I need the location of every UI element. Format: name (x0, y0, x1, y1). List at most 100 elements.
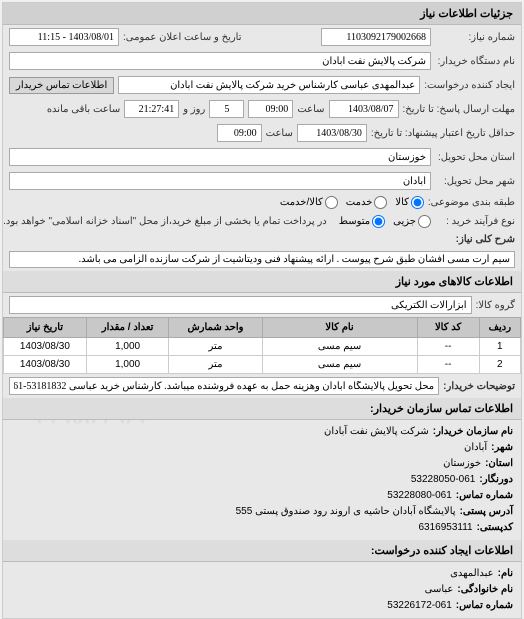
phone2-label: شماره تماس: (456, 598, 513, 614)
creator-section-title: اطلاعات ایجاد کننده درخواست: (3, 540, 521, 562)
table-cell: 1403/08/30 (4, 356, 87, 374)
phone-value: 53228080-061 (387, 488, 452, 504)
buyer-notes-input[interactable] (9, 377, 439, 395)
row-creator: ایجاد کننده درخواست: اطلاعات تماس خریدار (3, 73, 521, 97)
creator-input[interactable] (118, 76, 420, 94)
table-header: ردیف (479, 318, 520, 338)
table-cell: متر (169, 356, 262, 374)
province2-value: خوزستان (443, 456, 481, 472)
table-cell: سیم مسی (262, 356, 417, 374)
public-datetime-input[interactable] (9, 28, 119, 46)
response-deadline-label: مهلت ارسال پاسخ: تا تاریخ: (403, 104, 515, 115)
row-buyer-notes: توضیحات خریدار: (3, 374, 521, 398)
response-date-input[interactable] (329, 100, 399, 118)
family-label: نام خانوادگی: (457, 582, 513, 598)
table-row: 1--سیم مسیمتر1,0001403/08/30 (4, 338, 521, 356)
table-cell: -- (417, 338, 479, 356)
purchase-type-label: نوع فرآیند خرید : (435, 216, 515, 227)
row-category: طبقه بندی موضوعی: کالا خدمت کالا/خدمت (3, 193, 521, 212)
name-label: نام: (498, 566, 513, 582)
table-header: واحد شمارش (169, 318, 262, 338)
name-value: عبدالمهدی (450, 566, 494, 582)
table-cell: -- (417, 356, 479, 374)
payment-note: در پرداخت تمام یا بخشی از مبلغ خرید،از م… (3, 216, 327, 227)
radio-kala-khadamat[interactable]: کالا/خدمت (280, 196, 338, 209)
row-response-deadline: مهلت ارسال پاسخ: تا تاریخ: ساعت روز و سا… (3, 97, 521, 121)
category-label: طبقه بندی موضوعی: (428, 197, 515, 208)
province-label: استان محل تحویل: (435, 152, 515, 163)
fax-value: 53228050-061 (411, 472, 476, 488)
time-remain-input[interactable] (124, 100, 179, 118)
desc-input[interactable] (9, 251, 515, 268)
contact-button[interactable]: اطلاعات تماس خریدار (9, 77, 114, 94)
buyer-org-input[interactable] (9, 52, 431, 70)
postal-value: 6316953111 (418, 520, 472, 536)
goods-group-label: گروه کالا: (476, 300, 515, 311)
row-request-no: شماره نیاز: تاریخ و ساعت اعلان عمومی: (3, 25, 521, 49)
public-datetime-label: تاریخ و ساعت اعلان عمومی: (123, 32, 242, 43)
postal-label: کدپستی: (477, 520, 513, 536)
table-cell: 2 (479, 356, 520, 374)
goods-group-input[interactable] (9, 296, 472, 314)
desc-label: شرح کلی نیاز: (9, 234, 515, 245)
purchase-type-radio-group: جزیی متوسط (339, 215, 431, 228)
table-row: 2--سیم مسیمتر1,0001403/08/30 (4, 356, 521, 374)
city2-value: آبادان (464, 440, 487, 456)
response-time-input[interactable] (248, 100, 293, 118)
main-panel: جزئیات اطلاعات نیاز شماره نیاز: تاریخ و … (2, 2, 522, 619)
table-cell: 1,000 (86, 338, 169, 356)
table-cell: 1,000 (86, 356, 169, 374)
table-header: کد کالا (417, 318, 479, 338)
row-city: شهر محل تحویل: (3, 169, 521, 193)
credit-date-input[interactable] (297, 124, 367, 142)
panel-header: جزئیات اطلاعات نیاز (3, 3, 521, 25)
days-label: روز و (183, 104, 205, 115)
table-header-row: ردیفکد کالانام کالاواحد شمارشتعداد / مقد… (4, 318, 521, 338)
buyer-org-label: نام دستگاه خریدار: (435, 56, 515, 67)
org-name-label: نام سازمان خریدار: (433, 424, 513, 440)
contact-info: نام سازمان خریدار:شرکت پالایش نفت آبادان… (3, 420, 521, 540)
radio-jozi[interactable]: جزیی (393, 215, 431, 228)
credit-time-input[interactable] (217, 124, 262, 142)
table-header: تعداد / مقدار (86, 318, 169, 338)
city-label: شهر محل تحویل: (435, 176, 515, 187)
request-no-label: شماره نیاز: (435, 32, 515, 43)
row-buyer-org: نام دستگاه خریدار: (3, 49, 521, 73)
radio-khadamat[interactable]: خدمت (346, 196, 388, 209)
province2-label: استان: (485, 456, 513, 472)
row-credit-deadline: حداقل تاریخ اعتبار پیشنهاد: تا تاریخ: سا… (3, 121, 521, 145)
time-label-2: ساعت (266, 128, 293, 139)
table-cell: 1403/08/30 (4, 338, 87, 356)
table-body: 1--سیم مسیمتر1,0001403/08/302--سیم مسیمت… (4, 338, 521, 374)
creator-label: ایجاد کننده درخواست: (424, 80, 515, 91)
request-no-input[interactable] (321, 28, 431, 46)
phone2-value: 53226172-061 (387, 598, 452, 614)
category-radio-group: کالا خدمت کالا/خدمت (280, 196, 424, 209)
radio-motevaset[interactable]: متوسط (339, 215, 385, 228)
row-desc: شرح کلی نیاز: (3, 231, 521, 271)
creator-info: نام: عبدالمهدی نام خانوادگی:عباسی شماره ت… (3, 562, 521, 618)
table-header: تاریخ نیاز (4, 318, 87, 338)
table-cell: سیم مسی (262, 338, 417, 356)
table-cell: 1 (479, 338, 520, 356)
address-value: پالایشگاه آبادان حاشیه ی اروند رود صندوق… (236, 504, 456, 520)
row-goods-group: گروه کالا: (3, 293, 521, 317)
remain-label: ساعت باقی مانده (47, 104, 120, 115)
city-input[interactable] (9, 172, 431, 190)
table-header: نام کالا (262, 318, 417, 338)
family-value: عباسی (425, 582, 454, 598)
city2-label: شهر: (491, 440, 513, 456)
contact-section-title: اطلاعات تماس سازمان خریدار: (3, 398, 521, 420)
credit-deadline-label: حداقل تاریخ اعتبار پیشنهاد: تا تاریخ: (371, 128, 515, 139)
buyer-notes-label: توضیحات خریدار: (443, 381, 515, 392)
phone-label: شماره تماس: (456, 488, 513, 504)
address-label: آدرس پستی: (460, 504, 513, 520)
table-cell: متر (169, 338, 262, 356)
province-input[interactable] (9, 148, 431, 166)
row-purchase-type: نوع فرآیند خرید : جزیی متوسط در پرداخت ت… (3, 212, 521, 231)
fax-label: دورنگار: (479, 472, 513, 488)
goods-section-title: اطلاعات کالاهای مورد نیاز (3, 271, 521, 293)
goods-table: ردیفکد کالانام کالاواحد شمارشتعداد / مقد… (3, 317, 521, 374)
radio-kala[interactable]: کالا (395, 196, 424, 209)
days-remain-input[interactable] (209, 100, 244, 118)
